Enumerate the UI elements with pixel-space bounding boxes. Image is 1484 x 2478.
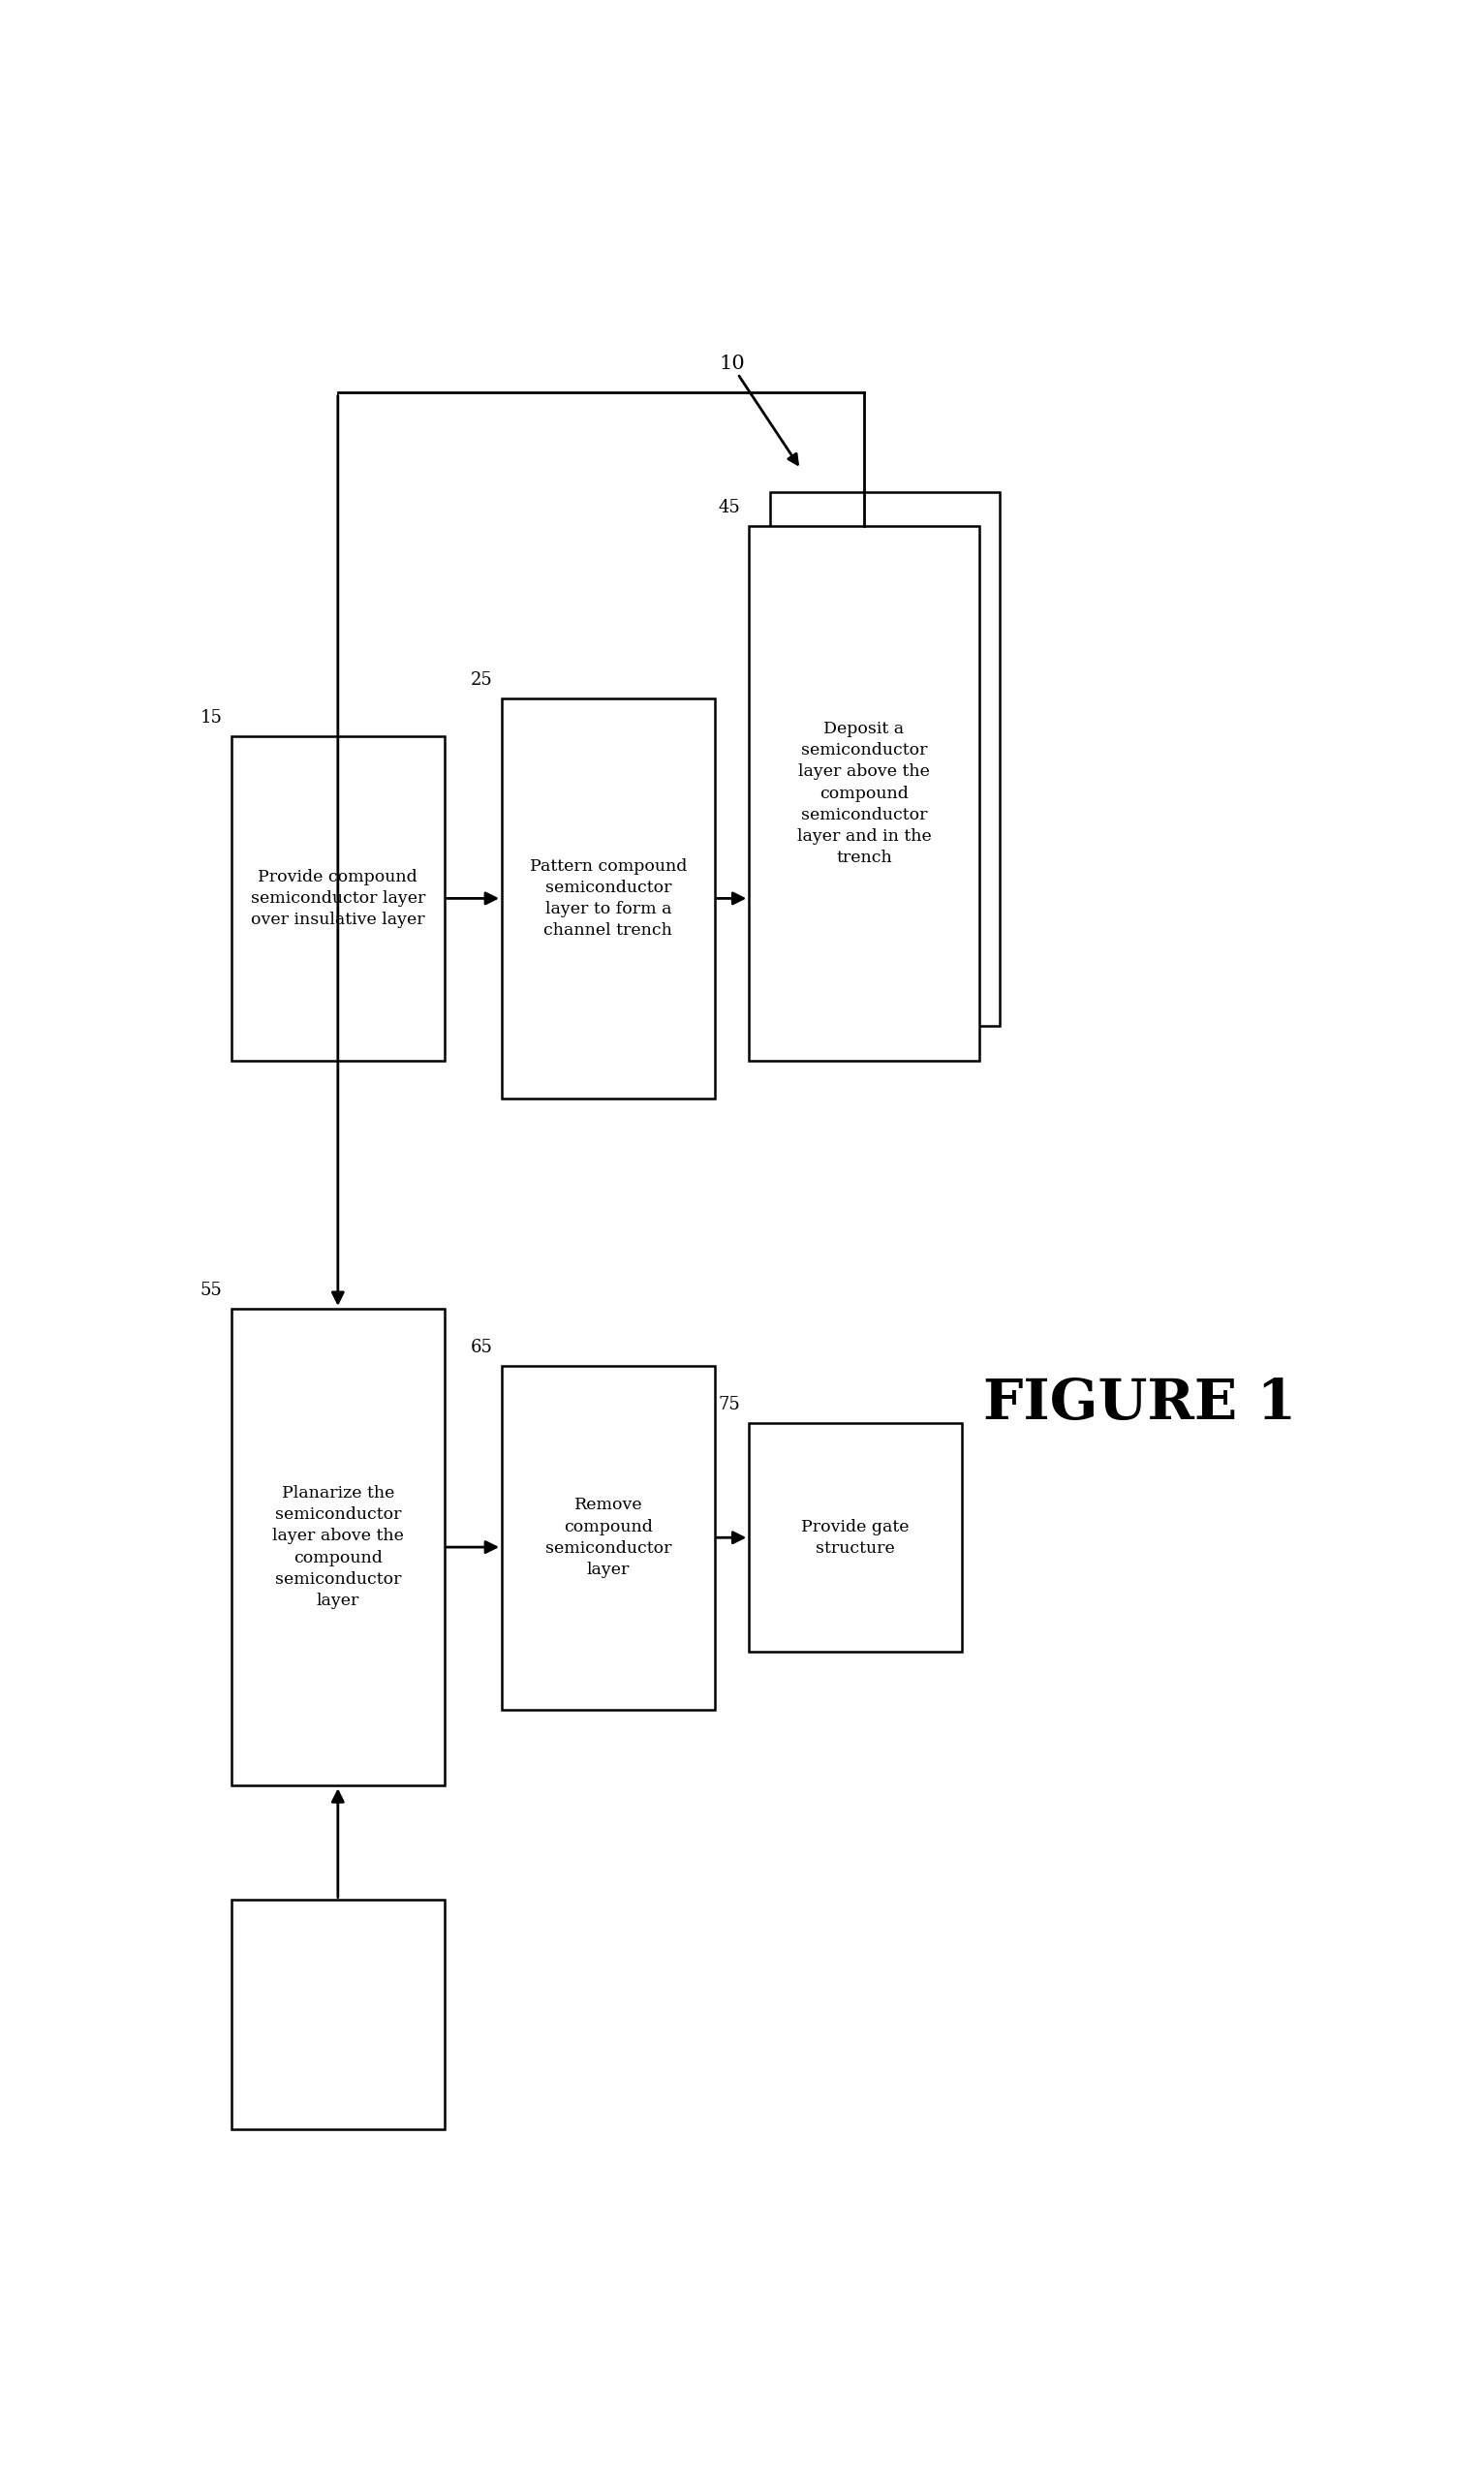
Text: Pattern compound
semiconductor
layer to form a
channel trench: Pattern compound semiconductor layer to … <box>530 857 687 939</box>
Text: Planarize the
semiconductor
layer above the
compound
semiconductor
layer: Planarize the semiconductor layer above … <box>272 1484 404 1608</box>
Bar <box>749 1422 962 1653</box>
Text: Remove
compound
semiconductor
layer: Remove compound semiconductor layer <box>545 1497 671 1578</box>
Text: 65: 65 <box>470 1338 493 1355</box>
Bar <box>232 736 444 1061</box>
Text: 25: 25 <box>470 672 493 689</box>
Text: Provide gate
structure: Provide gate structure <box>801 1519 910 1556</box>
Text: 45: 45 <box>718 501 741 518</box>
Bar <box>232 1308 444 1787</box>
Text: 55: 55 <box>200 1281 223 1298</box>
Text: Deposit a
semiconductor
layer above the
compound
semiconductor
layer and in the
: Deposit a semiconductor layer above the … <box>797 721 932 867</box>
Text: Provide compound
semiconductor layer
over insulative layer: Provide compound semiconductor layer ove… <box>251 870 426 929</box>
Bar <box>502 699 714 1098</box>
Bar <box>232 1901 444 2129</box>
Text: 75: 75 <box>718 1395 741 1412</box>
Text: 15: 15 <box>200 709 223 726</box>
Text: FIGURE 1: FIGURE 1 <box>984 1378 1297 1432</box>
Bar <box>749 525 979 1061</box>
Text: 10: 10 <box>718 354 745 374</box>
Bar <box>502 1365 714 1710</box>
Bar <box>770 493 1000 1026</box>
